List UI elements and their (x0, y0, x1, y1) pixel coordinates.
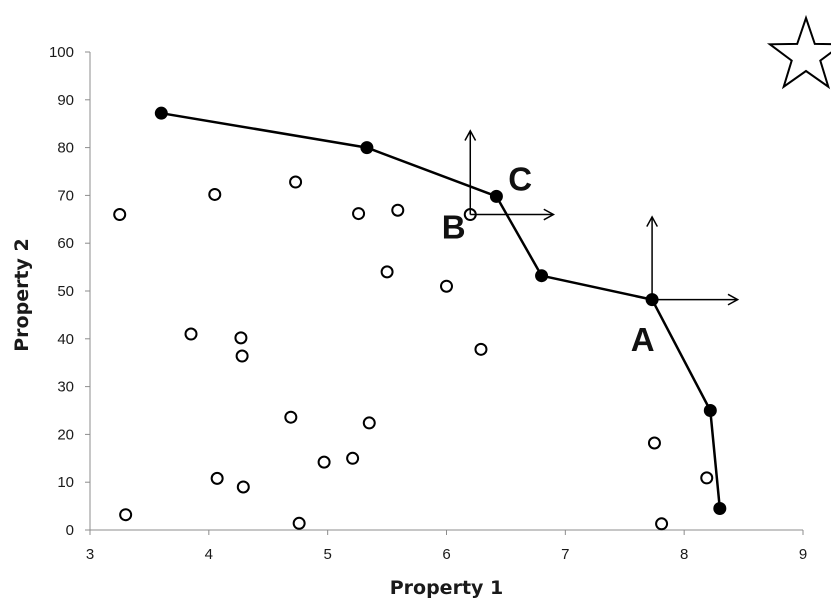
annotation-b: B (442, 208, 466, 245)
front-point (489, 189, 503, 203)
y-tick-label: 70 (57, 187, 74, 204)
x-tick-label: 8 (680, 546, 688, 563)
data-point (292, 516, 306, 530)
x-axis-title: Property 1 (390, 577, 504, 599)
data-point (440, 279, 453, 293)
data-point (113, 208, 127, 222)
x-tick-label: 7 (561, 546, 569, 563)
y-tick-label: 40 (57, 331, 74, 348)
x-tick-label: 6 (442, 546, 450, 563)
y-tick-label: 60 (57, 235, 74, 252)
arrow-b-up (464, 129, 477, 215)
point-annotations: A B C (442, 161, 655, 358)
data-point (210, 471, 224, 485)
arrow-a-right (652, 293, 740, 306)
data-point (184, 327, 198, 341)
data-point (119, 508, 133, 522)
data-point (700, 471, 714, 485)
data-point (289, 175, 303, 189)
front-point (154, 106, 168, 120)
data-point (317, 455, 331, 469)
data-point (284, 410, 298, 424)
x-tick-label: 3 (86, 546, 94, 563)
arrow-head (646, 215, 659, 227)
star-shape (766, 14, 831, 90)
arrow-head (727, 293, 740, 306)
y-axis-title: Property 2 (11, 238, 33, 352)
data-point (655, 517, 669, 531)
data-point (234, 331, 248, 345)
data-point (352, 207, 366, 221)
y-tick-label: 50 (57, 283, 74, 300)
y-tick-label: 20 (57, 426, 74, 443)
data-point (474, 342, 488, 356)
arrow-head (543, 208, 556, 221)
annotation-a: A (631, 321, 655, 358)
front-line (161, 111, 722, 509)
direction-arrows (464, 129, 740, 306)
y-tick-label: 10 (57, 474, 74, 491)
front-point (713, 501, 727, 515)
star-icon (766, 14, 831, 90)
front-point (360, 141, 374, 155)
y-tick-label: 0 (66, 522, 74, 539)
data-point (362, 416, 376, 430)
x-tick-label: 5 (323, 546, 331, 563)
y-tick-label: 30 (57, 379, 74, 396)
arrow-head (464, 129, 477, 141)
annotation-c: C (508, 161, 532, 198)
arrow-a-up (646, 215, 659, 300)
y-tick-label: 90 (57, 92, 74, 109)
x-tick-label: 4 (205, 546, 213, 563)
front-point (535, 269, 549, 283)
y-tick-label: 80 (57, 140, 74, 157)
data-point (346, 451, 360, 465)
y-tick-label: 100 (49, 44, 74, 61)
front-point (703, 404, 717, 417)
data-point (208, 187, 222, 201)
arrow-b-right (470, 208, 556, 221)
pareto-front (154, 106, 727, 515)
data-point (391, 203, 405, 217)
data-point (235, 349, 249, 363)
data-point (647, 436, 661, 450)
data-point (380, 265, 394, 279)
data-point (236, 480, 250, 494)
scatter-points (113, 175, 714, 531)
x-tick-label: 9 (799, 546, 807, 563)
